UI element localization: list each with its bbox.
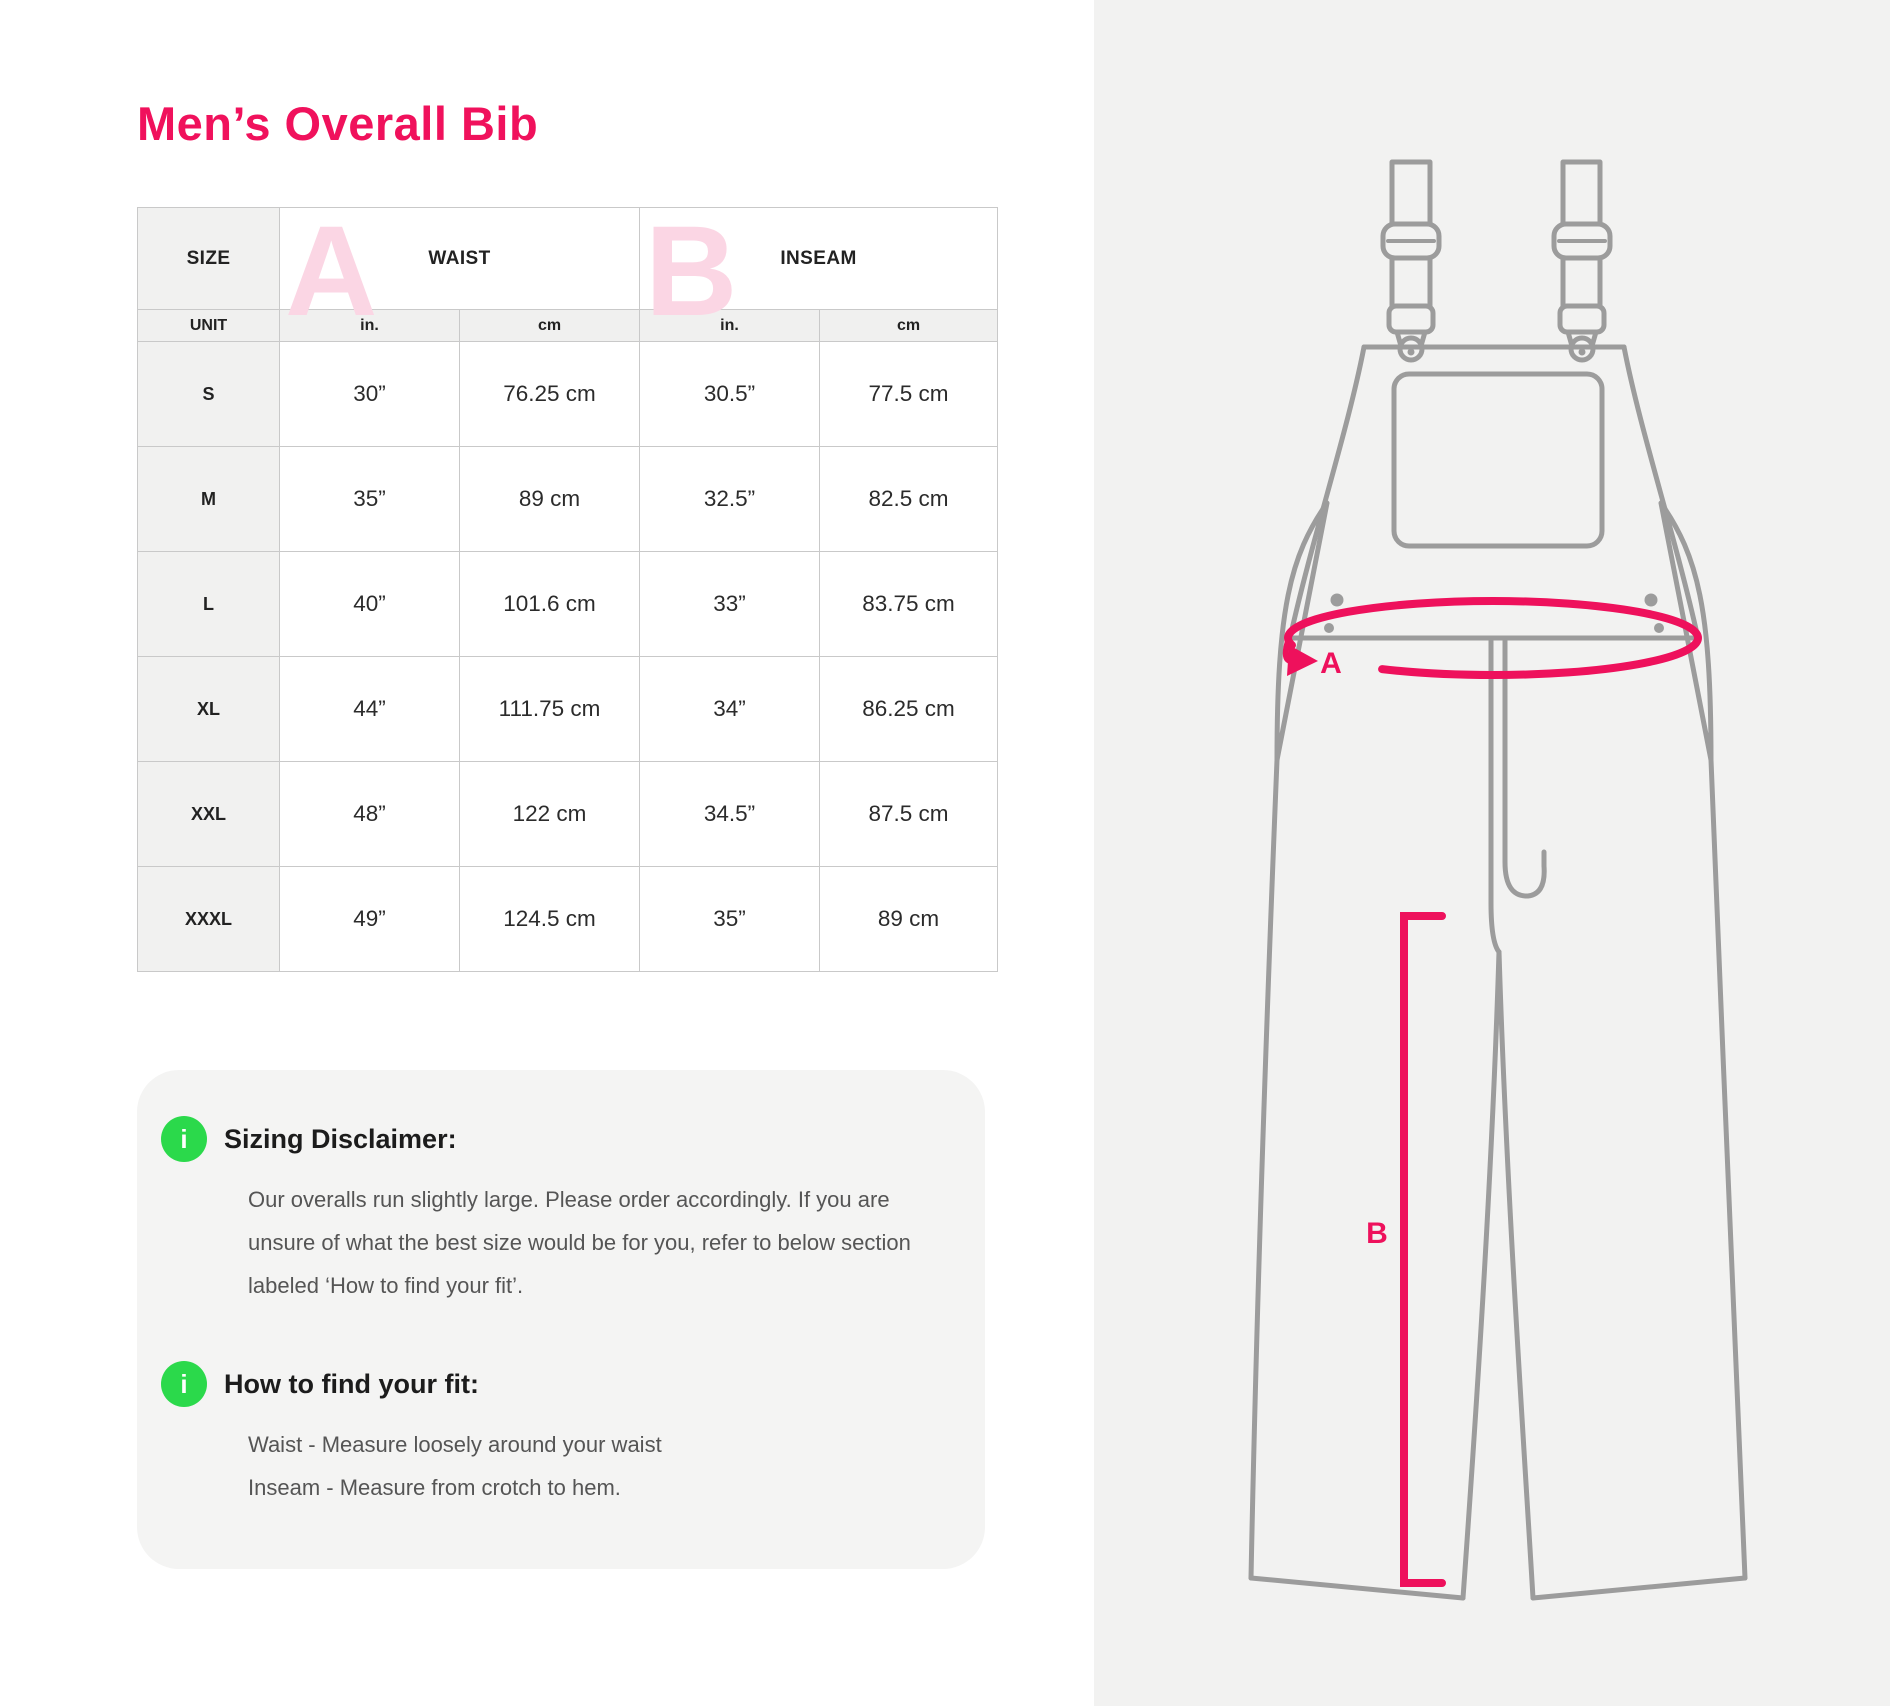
measurement-cell: 30” (279, 341, 460, 447)
size-chart-table: SIZE A WAIST B INSEAM UNIT in. cm in. cm… (137, 207, 999, 972)
table-row: XXL 48” 122 cm 34.5” 87.5 cm (137, 761, 999, 867)
measurement-cell: 49” (279, 866, 460, 972)
size-guide-content: Men’s Overall Bib SIZE A WAIST B INSEAM … (137, 0, 999, 1569)
inseam-label-b: B (1366, 1217, 1388, 1250)
left-strap-clasp (1386, 303, 1436, 335)
unit-waist-in: in. (279, 309, 460, 342)
measurement-cell: 89 cm (819, 866, 999, 972)
note-block: i Sizing Disclaimer: Our overalls run slig… (137, 1116, 985, 1307)
side-button (1644, 593, 1658, 607)
table-row: XXXL 49” 124.5 cm 35” 89 cm (137, 866, 999, 972)
table-header-row: SIZE A WAIST B INSEAM (137, 207, 999, 336)
note-line: Waist - Measure loosely around your wais… (248, 1432, 662, 1457)
measurement-cell: 77.5 cm (819, 341, 999, 447)
measurement-cell: 111.75 cm (458, 656, 641, 762)
measurement-cell: 35” (279, 446, 460, 552)
table-row: L 40” 101.6 cm 33” 83.75 cm (137, 551, 999, 657)
size-label: XXXL (137, 866, 280, 972)
measurement-cell: 30.5” (639, 341, 821, 447)
measurement-cell: 44” (279, 656, 460, 762)
measurement-cell: 124.5 cm (458, 866, 641, 972)
note-title: How to find your fit: (224, 1368, 479, 1399)
measurement-cell: 83.75 cm (819, 551, 999, 657)
measurement-cell: 76.25 cm (458, 341, 641, 447)
col-header-waist: A WAIST (278, 207, 641, 336)
size-label: S (137, 341, 280, 447)
measurement-cell: 34.5” (639, 761, 821, 867)
size-label: XXL (137, 761, 280, 867)
note-header: i How to find your fit: (161, 1361, 985, 1407)
diagram-panel: A B (1094, 0, 1890, 1706)
note-title: Sizing Disclaimer: (224, 1123, 457, 1154)
fly-seam (1488, 635, 1502, 955)
measurement-cell: 87.5 cm (819, 761, 999, 867)
inseam-measure-line (1400, 912, 1446, 1587)
unit-row: UNIT in. cm in. cm (137, 309, 999, 342)
unit-waist-cm: cm (458, 309, 641, 342)
page-title: Men’s Overall Bib (137, 97, 539, 150)
right-strap-clasp (1557, 303, 1607, 335)
side-button (1324, 623, 1334, 633)
waist-arrow-head (1287, 645, 1318, 676)
note-text: Waist - Measure loosely around your wais… (248, 1423, 959, 1509)
waist-header-label: WAIST (428, 247, 491, 269)
measurement-cell: 101.6 cm (458, 551, 641, 657)
measurement-cell: 48” (279, 761, 460, 867)
unit-inseam-in: in. (639, 309, 821, 342)
col-header-inseam: B INSEAM (639, 207, 999, 336)
note-line: Inseam - Measure from crotch to hem. (248, 1475, 621, 1500)
measurement-cell: 34” (639, 656, 821, 762)
waist-measure-ellipse (1284, 597, 1702, 679)
table-row: M 35” 89 cm 32.5” 82.5 cm (137, 446, 999, 552)
notes-card: i Sizing Disclaimer: Our overalls run slig… (137, 1070, 985, 1569)
info-icon: i (161, 1361, 207, 1407)
measurement-cell: 40” (279, 551, 460, 657)
chest-pocket (1391, 371, 1605, 549)
measurement-cell: 122 cm (458, 761, 641, 867)
size-label: M (137, 446, 280, 552)
measurement-cell: 82.5 cm (819, 446, 999, 552)
note-header: i Sizing Disclaimer: (161, 1116, 985, 1162)
note-line: Our overalls run slightly large. Please … (248, 1187, 911, 1298)
size-label: L (137, 551, 280, 657)
unit-inseam-cm: cm (819, 309, 999, 342)
waist-label-a: A (1320, 647, 1342, 680)
measurement-cell: 32.5” (639, 446, 821, 552)
size-label: XL (137, 656, 280, 762)
note-text: Our overalls run slightly large. Please … (248, 1178, 959, 1307)
inseam-header-label: INSEAM (780, 247, 857, 269)
info-icon: i (161, 1116, 207, 1162)
table-row: XL 44” 111.75 cm 34” 86.25 cm (137, 656, 999, 762)
measurement-cell: 86.25 cm (819, 656, 999, 762)
measurement-cell: 89 cm (458, 446, 641, 552)
col-header-size: SIZE (137, 207, 280, 310)
note-block: i How to find your fit: Waist - Measure lo… (137, 1361, 985, 1509)
measurement-cell: 35” (639, 866, 821, 972)
side-button (1330, 593, 1344, 607)
table-row: S 30” 76.25 cm 30.5” 77.5 cm (137, 341, 999, 447)
side-button (1654, 623, 1664, 633)
overalls-diagram: A B (1248, 159, 1748, 1601)
unit-header-label: UNIT (137, 309, 280, 342)
measurement-cell: 33” (639, 551, 821, 657)
